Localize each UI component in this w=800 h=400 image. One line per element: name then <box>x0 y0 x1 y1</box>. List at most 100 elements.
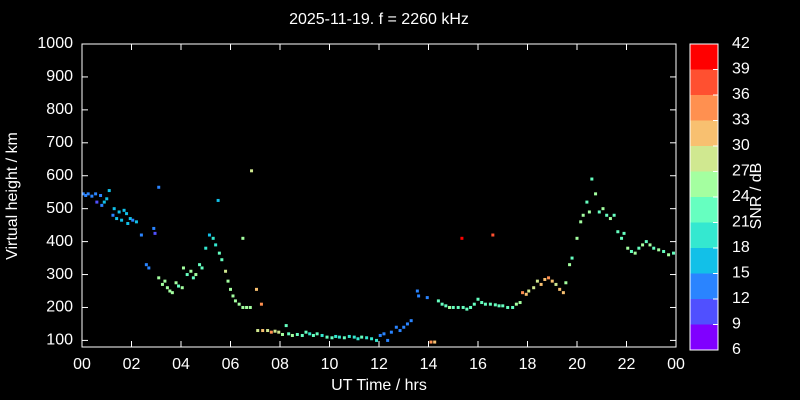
point <box>629 249 633 253</box>
colorbar-band <box>690 273 718 299</box>
point <box>157 276 161 280</box>
point <box>191 276 195 280</box>
point <box>667 253 671 257</box>
point <box>465 307 469 311</box>
point <box>304 330 308 334</box>
point <box>514 302 518 306</box>
point <box>648 243 652 247</box>
colorbar-tick-label: 24 <box>732 188 750 205</box>
point <box>99 194 103 197</box>
colorbar-tick-label: 15 <box>732 265 750 282</box>
point <box>561 291 565 295</box>
point <box>256 329 260 333</box>
point <box>174 281 178 285</box>
point <box>259 302 263 306</box>
x-tick-label: 20 <box>568 356 586 373</box>
point <box>597 210 601 214</box>
point <box>547 276 551 280</box>
point <box>330 336 334 340</box>
colorbar-label: SNR / dB <box>748 163 765 230</box>
point <box>86 192 90 196</box>
point <box>356 337 360 341</box>
point <box>386 338 390 342</box>
point <box>360 335 364 339</box>
point <box>652 246 656 250</box>
point <box>429 340 433 344</box>
point <box>245 305 249 309</box>
point <box>644 240 648 244</box>
point <box>409 319 413 323</box>
x-tick-label: 12 <box>370 356 388 373</box>
point <box>180 286 184 290</box>
point <box>269 330 273 334</box>
point <box>594 192 598 196</box>
point <box>620 236 624 240</box>
point <box>337 335 341 339</box>
point <box>352 335 356 339</box>
colorbar-band <box>690 222 718 248</box>
colorbar-tick-label: 27 <box>732 163 750 180</box>
point <box>160 282 164 286</box>
point <box>163 279 167 283</box>
colorbar-band <box>690 197 718 223</box>
colorbar-band <box>690 324 718 350</box>
point <box>152 226 156 230</box>
point <box>570 256 574 260</box>
point <box>207 233 211 237</box>
point <box>181 266 185 270</box>
colorbar-band <box>690 171 718 197</box>
point <box>111 213 115 217</box>
point <box>284 324 288 328</box>
point <box>662 249 666 253</box>
y-tick-label: 300 <box>46 266 73 283</box>
point <box>440 302 444 306</box>
point <box>147 266 151 270</box>
point <box>224 269 228 273</box>
point <box>157 185 161 189</box>
point <box>425 296 429 300</box>
point <box>511 305 515 309</box>
point <box>444 304 448 308</box>
point <box>527 289 531 293</box>
point <box>229 287 232 291</box>
point <box>622 231 626 235</box>
point <box>220 258 224 262</box>
point <box>211 236 215 240</box>
colorbar-band <box>690 69 718 95</box>
point <box>131 218 135 222</box>
point <box>325 335 329 339</box>
point <box>126 221 130 225</box>
point <box>125 212 129 216</box>
point <box>134 220 138 224</box>
colorbar-band <box>690 95 718 121</box>
point <box>389 330 393 334</box>
point <box>198 263 202 267</box>
point <box>558 287 562 291</box>
point <box>585 200 589 204</box>
point <box>524 292 528 296</box>
point <box>394 325 398 329</box>
x-axis-label: UT Time / hrs <box>331 377 427 394</box>
y-tick-label: 100 <box>46 332 73 349</box>
point <box>128 217 132 221</box>
point <box>117 210 121 214</box>
point <box>214 243 218 247</box>
point <box>398 329 402 333</box>
point <box>290 333 294 337</box>
point <box>165 286 169 290</box>
point <box>382 332 386 336</box>
x-tick-label: 02 <box>123 356 141 373</box>
point <box>535 279 539 283</box>
point <box>608 217 612 221</box>
point <box>100 203 104 207</box>
point <box>217 251 221 255</box>
point <box>579 220 583 224</box>
point <box>189 269 193 273</box>
point <box>261 329 265 333</box>
point <box>153 231 157 235</box>
point <box>115 217 119 221</box>
point <box>626 246 630 250</box>
colorbar-tick-label: 39 <box>732 61 750 78</box>
point <box>170 291 174 295</box>
